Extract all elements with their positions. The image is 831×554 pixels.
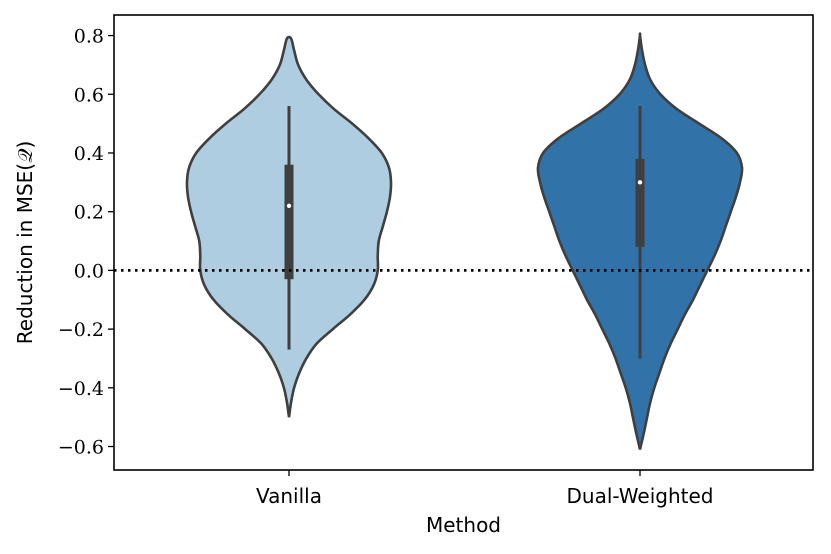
y-tick-label: 0.0: [74, 260, 104, 282]
violins-layer: [185, 32, 744, 450]
y-tick-label: −0.4: [58, 378, 104, 400]
violin-median-dot: [286, 203, 292, 209]
violin-iqr-box: [635, 158, 645, 247]
x-tick-label: Vanilla: [256, 484, 322, 508]
plot-frame: [113, 14, 814, 471]
y-tick-label: 0.8: [74, 26, 104, 48]
x-axis-ticks: Vanilla Dual-Weighted: [256, 470, 713, 508]
x-axis-label: Method: [426, 513, 501, 537]
y-tick-label: 0.2: [74, 202, 104, 224]
violin-iqr-box: [284, 164, 294, 280]
y-axis-ticks: −0.6 −0.4 −0.2 0.0 0.2 0.4 0.6 0.8: [58, 26, 114, 459]
y-tick-label: 0.4: [74, 143, 104, 165]
y-tick-label: −0.2: [58, 319, 104, 341]
y-tick-label: 0.6: [74, 84, 104, 106]
x-tick-label: Dual-Weighted: [567, 484, 714, 508]
violin-median-dot: [637, 180, 643, 185]
y-tick-label: −0.6: [58, 437, 104, 459]
y-axis-label: Reduction in MSE(𝒬): [13, 141, 37, 344]
